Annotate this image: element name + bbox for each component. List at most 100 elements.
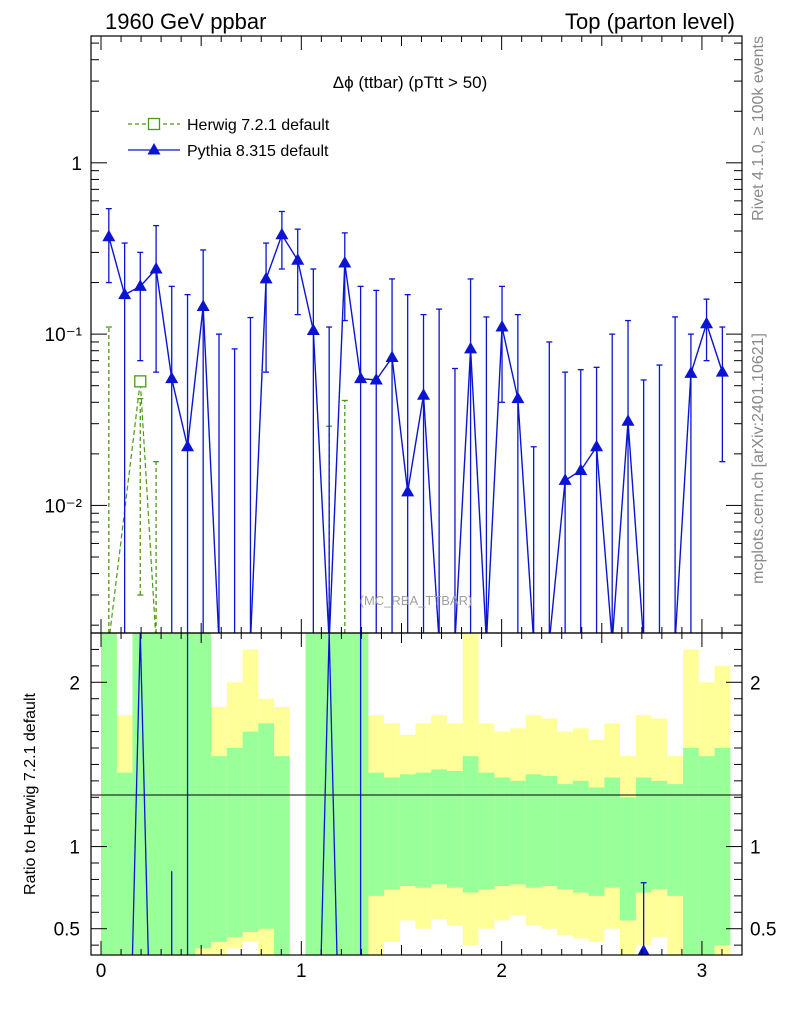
ratio-band-green-36 <box>683 748 699 955</box>
pythia-marker-10 <box>259 271 273 284</box>
ratio-band-green-22 <box>462 756 479 893</box>
ratio-band-green-23 <box>478 772 495 890</box>
x-tick-label-0: 0 <box>96 961 107 982</box>
ratio-bands <box>101 633 731 955</box>
ratio-band-green-38 <box>714 748 731 946</box>
legend: Herwig 7.2.1 default Pythia 8.315 defaul… <box>128 117 330 160</box>
y-tick-label-ratio-right-2: 2 <box>750 673 761 694</box>
ratio-band-green-11 <box>274 756 290 955</box>
legend-herwig-marker <box>147 117 161 131</box>
y-tick-label-ratio-left-1: 1 <box>69 838 80 859</box>
ratio-pythia-lines <box>131 633 650 955</box>
ratio-band-green-12 <box>305 633 322 955</box>
y-tick-label-ratio-right-0: 0.5 <box>750 920 776 941</box>
pythia-marker-26 <box>511 391 525 404</box>
ratio-band-green-34 <box>651 780 668 890</box>
ratio-band-green-3 <box>148 633 164 955</box>
y-tick-label-main-2: 10⁻² <box>45 496 83 517</box>
legend-pythia-label: Pythia 8.315 default <box>187 143 329 160</box>
side-label-rivet: Rivet 4.1.0, ≥ 100k events <box>750 36 767 221</box>
ratio-pythia-marker <box>637 944 650 955</box>
x-tick-label-2: 2 <box>496 961 507 982</box>
y-tick-label-main-1: 10⁻¹ <box>45 325 83 346</box>
pythia-marker-29 <box>558 473 572 485</box>
y-tick-label-ratio-left-2: 2 <box>69 673 80 694</box>
pythia-marker-11 <box>275 227 289 240</box>
ratio-band-green-27 <box>541 775 558 886</box>
ratio-band-green-18 <box>399 774 416 886</box>
pythia-line <box>108 233 724 633</box>
pythia-marker-15 <box>338 256 352 268</box>
pythia-series <box>102 208 729 633</box>
pythia-marker-39 <box>715 365 729 377</box>
y-tick-label-ratio-left-0: 0.5 <box>54 920 80 941</box>
y-tick-label-main-0: 1 <box>71 154 82 175</box>
ratio-band-green-32 <box>620 797 636 921</box>
pythia-marker-33 <box>621 414 635 426</box>
herwig-marker-1 <box>134 375 147 388</box>
ratio-band-green-6 <box>195 633 212 949</box>
pythia-marker-20 <box>417 388 431 400</box>
ratio-ylabel: Ratio to Herwig 7.2.1 default <box>22 693 39 895</box>
axis-tick-labels: 0 1 2 3 1 10⁻¹ 10⁻² 0.5 0.5 1 1 2 2 <box>45 154 777 982</box>
pythia-marker-16 <box>354 371 368 384</box>
legend-pythia-marker <box>147 143 161 155</box>
pythia-marker-6 <box>196 299 210 311</box>
pythia-marker-12 <box>291 253 305 265</box>
ratio-band-green-4 <box>163 633 180 955</box>
herwig-series <box>105 326 348 633</box>
pythia-marker-1 <box>118 287 132 300</box>
ratio-band-green-26 <box>525 774 542 888</box>
pythia-marker-23 <box>464 341 478 354</box>
ratio-band-green-17 <box>384 777 400 890</box>
header-left: 1960 GeV ppbar <box>105 9 266 34</box>
ratio-band-green-24 <box>494 777 510 886</box>
ratio-band-green-0 <box>101 633 117 955</box>
legend-entry-herwig: Herwig 7.2.1 default <box>128 117 330 134</box>
pythia-marker-4 <box>165 371 179 384</box>
ratio-band-green-10 <box>258 723 275 929</box>
ratio-band-green-7 <box>211 756 227 942</box>
pythia-marker-13 <box>306 323 320 335</box>
plot-title: Δϕ (ttbar) (pTtt > 50) <box>333 73 488 92</box>
ratio-band-green-29 <box>572 780 589 893</box>
analysis-watermark: (MC_RBA_TTBAR) <box>360 593 473 608</box>
x-tick-label-3: 3 <box>697 961 708 982</box>
ratio-band-green-1 <box>116 772 133 955</box>
ratio-band-green-35 <box>667 784 684 896</box>
pythia-marker-5 <box>181 439 195 452</box>
pythia-marker-17 <box>369 372 383 385</box>
ratio-band-green-9 <box>242 731 259 932</box>
axis-ticks <box>91 36 742 955</box>
ratio-band-green-2 <box>132 633 149 955</box>
pythia-marker-37 <box>684 366 698 378</box>
ratio-band-green-33 <box>635 777 652 893</box>
pythia-marker-0 <box>102 229 116 242</box>
ratio-band-green-31 <box>604 777 621 888</box>
pythia-marker-31 <box>590 439 604 452</box>
ratio-band-green-30 <box>588 787 605 896</box>
pythia-marker-19 <box>401 484 415 497</box>
ratio-band-green-20 <box>431 769 447 885</box>
pythia-marker-30 <box>574 463 588 475</box>
pythia-marker-38 <box>700 316 714 329</box>
ratio-band-green-16 <box>368 772 385 896</box>
x-tick-label-1: 1 <box>296 961 307 982</box>
side-label-mcplots: mcplots.cern.ch [arXiv:2401.10621] <box>750 333 767 584</box>
ratio-band-green-28 <box>557 784 573 890</box>
legend-entry-pythia: Pythia 8.315 default <box>128 143 329 160</box>
ratio-band-green-13 <box>321 633 337 955</box>
ratio-frame <box>90 632 743 956</box>
ratio-band-green-8 <box>226 748 243 937</box>
pythia-marker-2 <box>133 279 147 291</box>
ratio-band-green-37 <box>698 756 715 955</box>
pythia-marker-25 <box>495 320 509 332</box>
ratio-band-green-14 <box>336 633 353 955</box>
y-tick-label-ratio-right-1: 1 <box>750 838 761 859</box>
ratio-band-green-25 <box>509 780 526 885</box>
ratio-pythia-line-2 <box>320 633 338 955</box>
ratio-pythia-line-0 <box>131 633 149 955</box>
pythia-marker-18 <box>385 350 399 363</box>
ratio-band-green-19 <box>415 772 432 888</box>
